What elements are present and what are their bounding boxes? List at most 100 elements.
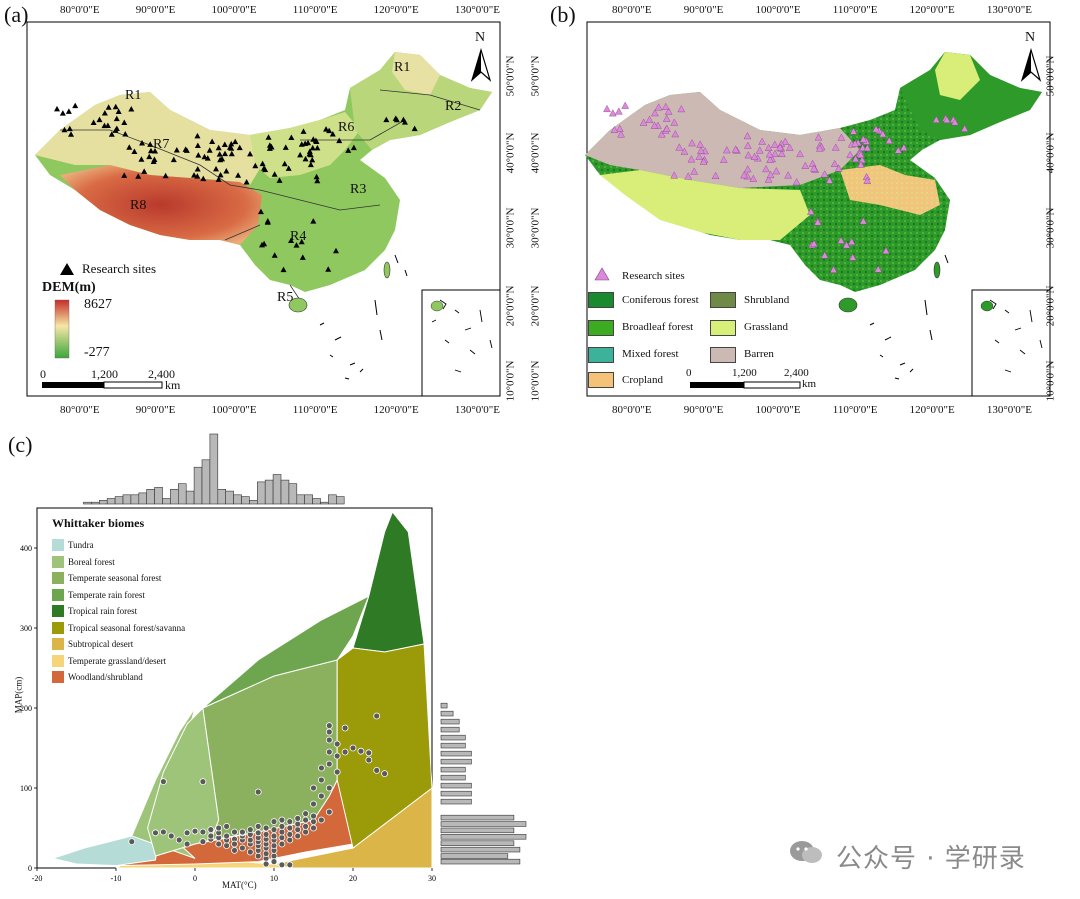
data-point bbox=[270, 842, 278, 850]
research-site-marker bbox=[173, 147, 180, 153]
top-hist-bar bbox=[162, 498, 171, 505]
research-site-marker bbox=[105, 104, 112, 110]
research-site-marker bbox=[697, 146, 705, 154]
lon-tick: 130°0'0"E bbox=[454, 4, 500, 16]
research-site-marker bbox=[209, 138, 216, 145]
biome-legend-item: Boreal forest bbox=[52, 554, 185, 571]
top-hist-bar bbox=[122, 494, 132, 505]
data-point bbox=[207, 826, 215, 834]
data-point bbox=[246, 826, 254, 834]
data-point bbox=[286, 861, 294, 869]
data-point bbox=[278, 861, 286, 869]
research-site-marker bbox=[201, 153, 208, 160]
research-site-marker bbox=[195, 152, 202, 158]
lat-tick: 10°0'0"N bbox=[529, 360, 542, 402]
research-site-marker bbox=[257, 208, 264, 215]
region-label: R6 bbox=[338, 120, 355, 135]
data-point bbox=[262, 824, 270, 832]
panel-b-bottom-lon: 80°0'0"E 90°0'0"E 100°0'0"E 110°0'0"E 12… bbox=[612, 404, 1032, 416]
research-site-marker bbox=[288, 134, 295, 140]
top-hist-bar bbox=[225, 490, 234, 505]
top-hist-bar bbox=[304, 494, 313, 505]
data-point bbox=[325, 808, 333, 816]
research-site-marker bbox=[743, 165, 752, 173]
biome-legend-label: Tropical rain forest bbox=[68, 606, 138, 617]
data-point bbox=[310, 800, 317, 808]
region-label: R7 bbox=[153, 137, 170, 152]
research-site-marker bbox=[820, 251, 829, 259]
research-site-marker bbox=[813, 218, 822, 226]
biome-legend-label: Tundra bbox=[68, 540, 94, 551]
research-site-marker bbox=[856, 150, 865, 158]
research-site-marker bbox=[194, 132, 201, 139]
research-site-marker bbox=[796, 149, 804, 158]
research-site-marker bbox=[152, 148, 159, 154]
lon-tick: 120°0'0"E bbox=[373, 4, 419, 16]
top-hist-bar bbox=[335, 496, 345, 505]
research-site-marker bbox=[401, 119, 408, 125]
research-site-marker bbox=[139, 140, 146, 146]
research-site-marker bbox=[298, 238, 305, 245]
dem-legend-title: DEM(m) bbox=[42, 280, 96, 295]
top-hist-bar bbox=[312, 498, 321, 505]
x-tick-label: 0 bbox=[193, 874, 197, 883]
data-point bbox=[310, 812, 317, 820]
top-hist-bar bbox=[264, 479, 274, 505]
research-site-marker bbox=[621, 101, 630, 109]
research-site-marker bbox=[213, 165, 220, 172]
research-site-marker bbox=[411, 125, 418, 132]
x-tick-label: -20 bbox=[32, 874, 43, 883]
research-site-marker bbox=[323, 126, 330, 132]
research-site-marker bbox=[191, 172, 198, 178]
x-axis-label: MAT(°C) bbox=[222, 880, 257, 890]
watermark: 公众号 · 学研录 bbox=[836, 844, 1026, 874]
data-point bbox=[262, 860, 270, 868]
lon-tick: 100°0'0"E bbox=[755, 404, 801, 416]
data-point bbox=[238, 844, 246, 852]
top-hist-bar bbox=[106, 498, 116, 505]
research-site-marker bbox=[847, 237, 856, 245]
right-hist-bar bbox=[440, 858, 521, 865]
right-hist-bar bbox=[440, 702, 448, 709]
top-hist-bar bbox=[272, 474, 282, 505]
panel-b-map bbox=[585, 21, 1051, 397]
research-site-marker bbox=[309, 156, 316, 163]
research-site-marker bbox=[226, 144, 233, 150]
data-point bbox=[302, 828, 310, 836]
data-point bbox=[152, 829, 159, 837]
research-site-marker bbox=[314, 144, 321, 151]
research-site-marker bbox=[297, 151, 304, 158]
lon-tick: 110°0'0"E bbox=[832, 404, 878, 416]
research-site-marker bbox=[285, 165, 292, 171]
right-hist-bar bbox=[440, 758, 472, 765]
research-site-marker bbox=[825, 176, 834, 184]
data-point bbox=[325, 736, 333, 744]
right-hist-bar bbox=[440, 718, 460, 725]
data-point bbox=[302, 822, 310, 830]
right-hist-bar bbox=[440, 774, 466, 781]
right-hist-bar bbox=[440, 853, 509, 859]
top-hist-bar bbox=[249, 500, 258, 505]
legend-swatch-coniferous bbox=[588, 292, 614, 308]
research-site-marker bbox=[206, 147, 213, 153]
research-site-marker bbox=[687, 155, 696, 163]
legend-label: Coniferous forest bbox=[622, 294, 699, 306]
research-site-marker bbox=[777, 149, 786, 157]
data-point bbox=[254, 788, 262, 796]
research-site-marker bbox=[684, 172, 693, 180]
research-site-marker bbox=[309, 144, 316, 151]
data-point bbox=[317, 764, 325, 772]
panel-a-label: (a) bbox=[4, 2, 29, 27]
data-point bbox=[286, 818, 294, 826]
legend-sites-label: Research sites bbox=[82, 261, 157, 276]
research-site-marker bbox=[217, 156, 224, 163]
research-site-marker bbox=[61, 126, 68, 133]
legend-swatch-broadleaf bbox=[588, 320, 614, 336]
lat-tick: 20°0'0"N bbox=[529, 285, 542, 327]
lon-tick: 80°0'0"E bbox=[612, 404, 652, 416]
research-site-marker bbox=[313, 173, 320, 180]
research-site-marker bbox=[383, 116, 390, 123]
biome-legend-item: Temperate seasonal forest bbox=[52, 570, 185, 587]
data-point bbox=[254, 822, 262, 830]
research-site-marker bbox=[115, 108, 122, 114]
